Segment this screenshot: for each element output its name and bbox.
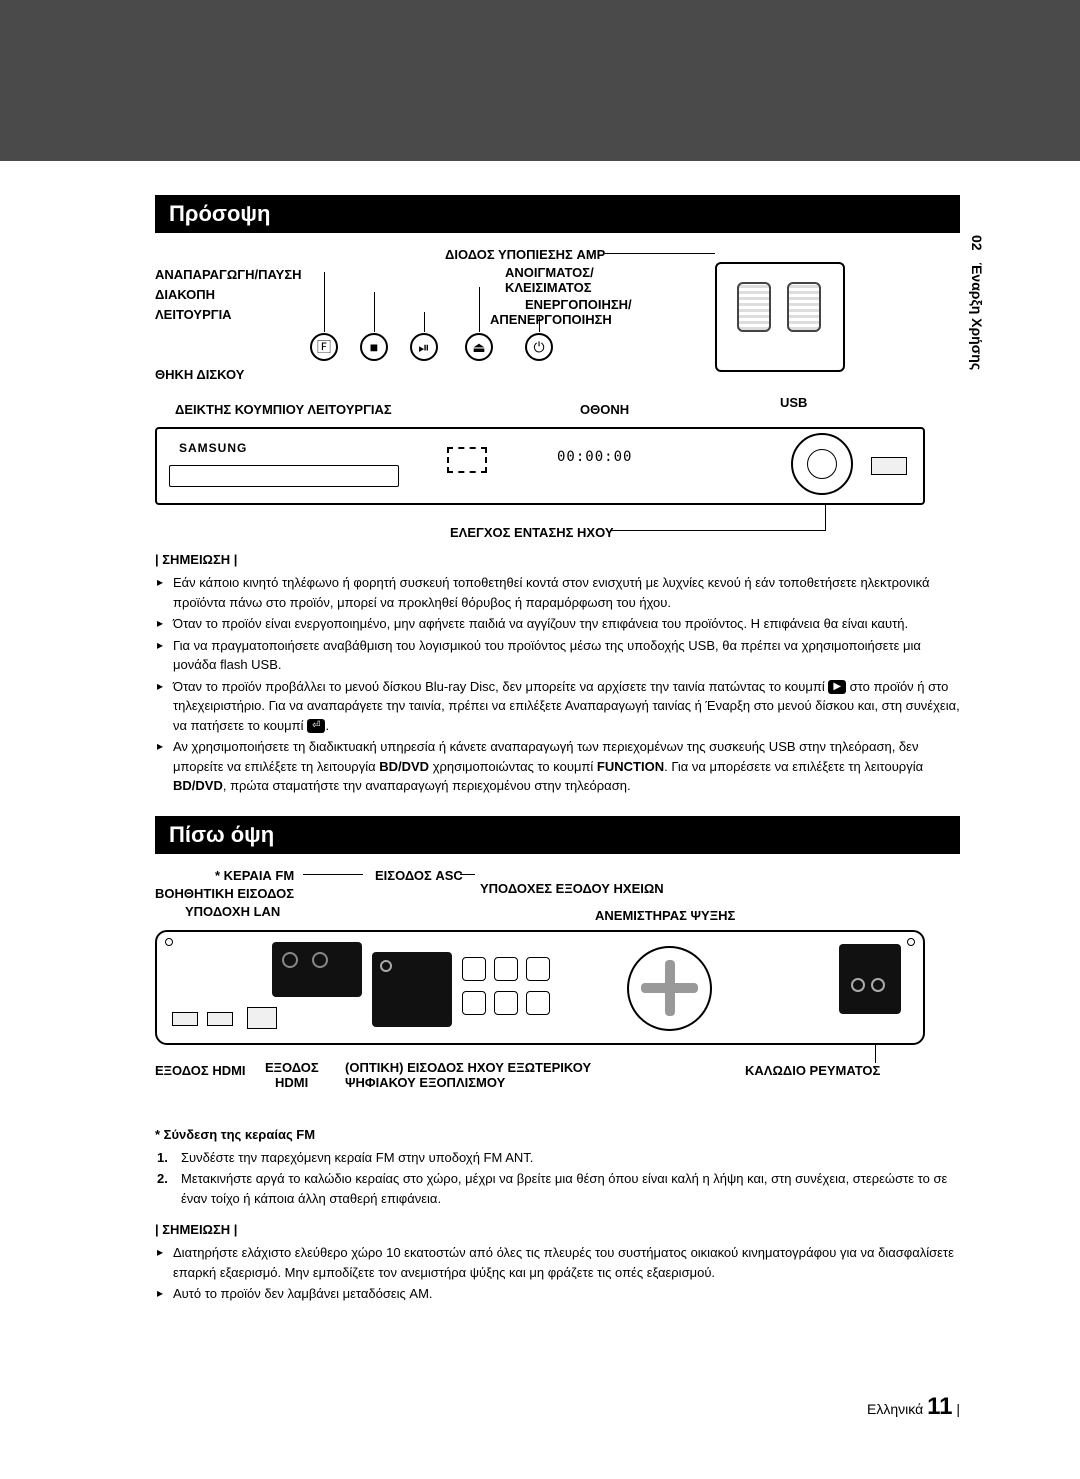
- eject-button-icon: ⏏: [465, 333, 493, 361]
- label-fan: ΑΝΕΜΙΣΤΗΡΑΣ ΨΥΞΗΣ: [595, 908, 735, 924]
- label-function: ΛΕΙΤΟΥΡΓΙΑ: [155, 307, 232, 323]
- lan-port: [247, 1007, 277, 1029]
- lead-line: [610, 530, 825, 531]
- rear-section-header: Πίσω όψη: [155, 816, 960, 854]
- lead-line: [825, 505, 826, 531]
- label-playpause: ΑΝΑΠΑΡΑΓΩΓΗ/ΠΑΥΣΗ: [155, 267, 302, 283]
- disc-tray: [169, 465, 399, 487]
- note-heading: | ΣΗΜΕΙΩΣΗ |: [155, 552, 960, 567]
- label-optical1: (ΟΠΤΙΚΗ) ΕΙΣΟΔΟΣ ΗΧΟΥ ΕΞΩΤΕΡΙΚΟΥ: [345, 1060, 591, 1076]
- power-block: [839, 944, 901, 1014]
- lead-line: [460, 874, 475, 875]
- func-button-icon: 🄵: [310, 333, 338, 361]
- optical-block: [372, 952, 452, 1027]
- label-stop: ΔΙΑΚΟΠΗ: [155, 287, 215, 303]
- lead-line: [424, 312, 425, 332]
- label-amp: ΔΙΟΔΟΣ ΥΠΟΠΙΕΣΗΣ AMP: [445, 247, 605, 263]
- label-hdmiout: ΕΞΟΔΟΣ HDMI: [155, 1063, 246, 1079]
- fm-steps-list: Συνδέστε την παρεχόμενη κεραία FM στην υ…: [155, 1148, 960, 1209]
- note-item: Αν χρησιμοποιήσετε τη διαδικτυακή υπηρεσ…: [155, 737, 960, 796]
- power-button-icon: ⏻: [525, 333, 553, 361]
- play-icon: ▶: [828, 680, 846, 694]
- ord-item: Συνδέστε την παρεχόμενη κεραία FM στην υ…: [155, 1148, 960, 1168]
- label-usb: USB: [780, 395, 807, 411]
- note-item: Διατηρήστε ελάχιστο ελεύθερο χώρο 10 εκα…: [155, 1243, 960, 1282]
- label-volume: ΕΛΕΓΧΟΣ ΕΝΤΑΣΗΣ ΗΧΟΥ: [450, 525, 614, 541]
- label-openclose2: ΚΛΕΙΣΙΜΑΤΟΣ: [505, 280, 592, 296]
- volume-knob: [791, 433, 853, 495]
- label-power1: ΕΝΕΡΓΟΠΟΙΗΣΗ/: [525, 297, 632, 313]
- seg-display: 00:00:00: [557, 449, 632, 465]
- lead-line: [605, 253, 715, 254]
- stop-button-icon: ■: [360, 333, 388, 361]
- footer-bar: |: [956, 1401, 960, 1417]
- front-notes-list: Εάν κάποιο κινητό τηλέφωνο ή φορητή συσκ…: [155, 573, 960, 796]
- label-auxin: ΒΟΗΘΗΤΙΚΗ ΕΙΣΟΔΟΣ: [155, 886, 294, 902]
- playpause-button-icon: ⏯: [410, 333, 438, 361]
- asc-jack: [380, 960, 392, 972]
- aux-jack: [312, 952, 328, 968]
- rear-chassis: [155, 930, 925, 1045]
- front-diagram: ΑΝΑΠΑΡΑΓΩΓΗ/ΠΑΥΣΗ ΔΙΑΚΟΠΗ ΛΕΙΤΟΥΡΓΙΑ ΘΗΚ…: [155, 247, 925, 542]
- knob-inner: [807, 449, 837, 479]
- footer-page: 11: [927, 1393, 952, 1420]
- label-power: ΚΑΛΩΔΙΟ ΡΕΥΜΑΤΟΣ: [745, 1063, 880, 1079]
- label-fm: * ΚΕΡΑΙΑ FM: [215, 868, 294, 884]
- label-lan: ΥΠΟΔΟΧΗ LAN: [185, 904, 280, 920]
- lead-line: [479, 287, 480, 332]
- note-item: Για να πραγματοποιήσετε αναβάθμιση του λ…: [155, 636, 960, 675]
- fm-jack: [282, 952, 298, 968]
- lead-line: [374, 292, 375, 332]
- amp-box: [715, 262, 845, 372]
- label-openclose1: ΑΝΟΙΓΜΑΤΟΣ/: [505, 265, 594, 281]
- label-disctray: ΘΗΚΗ ΔΙΣΚΟΥ: [155, 367, 244, 383]
- lead-line: [539, 317, 540, 332]
- label-asc: ΕΙΣΟΔΟΣ ASC: [375, 868, 463, 884]
- hdmi-in-port: [207, 1012, 233, 1026]
- label-optical2: ΨΗΦΙΑΚΟΥ ΕΞΟΠΛΙΣΜΟΥ: [345, 1075, 505, 1091]
- lead-line: [875, 1045, 876, 1063]
- top-dark-banner: [0, 0, 1080, 165]
- note-item: Όταν το προϊόν προβάλλει το μενού δίσκου…: [155, 677, 960, 736]
- usb-port: [871, 457, 907, 475]
- label-power2: ΑΠΕΝΕΡΓΟΠΟΙΗΣΗ: [490, 312, 612, 328]
- front-section-header: Πρόσοψη: [155, 195, 960, 233]
- note-heading: | ΣΗΜΕΙΩΣΗ |: [155, 1222, 960, 1237]
- enter-icon: ⏎: [307, 719, 325, 733]
- note-item: Αυτό το προϊόν δεν λαμβάνει μεταδόσεις A…: [155, 1284, 960, 1304]
- fan-icon: [627, 946, 712, 1031]
- label-hdmiin1: ΕΞΟΔΟΣ: [265, 1060, 319, 1076]
- rear-diagram: * ΚΕΡΑΙΑ FM ΒΟΗΘΗΤΙΚΗ ΕΙΣΟΔΟΣ ΥΠΟΔΟΧΗ LA…: [155, 868, 925, 1113]
- page-content: Πρόσοψη ΑΝΑΠΑΡΑΓΩΓΗ/ΠΑΥΣΗ ΔΙΑΚΟΠΗ ΛΕΙΤΟΥ…: [0, 165, 1080, 1336]
- samsung-logo: SAMSUNG: [179, 441, 247, 455]
- label-funcbtn: ΔΕΙΚΤΗΣ ΚΟΥΜΠΙΟΥ ΛΕΙΤΟΥΡΓΙΑΣ: [175, 402, 392, 418]
- tube-icon: [737, 282, 771, 332]
- note-item: Όταν το προϊόν είναι ενεργοποιημένο, μην…: [155, 614, 960, 634]
- device-body: SAMSUNG 00:00:00: [155, 427, 925, 505]
- tube-icon: [787, 282, 821, 332]
- label-display: ΟΘΟΝΗ: [580, 402, 629, 418]
- ord-item: Μετακινήστε αργά το καλώδιο κεραίας στο …: [155, 1169, 960, 1208]
- label-speakers: ΥΠΟΔΟΧΕΣ ΕΞΟΔΟΥ ΗΧΕΙΩΝ: [480, 881, 664, 897]
- note-item: Εάν κάποιο κινητό τηλέφωνο ή φορητή συσκ…: [155, 573, 960, 612]
- port-block: [272, 942, 362, 997]
- lead-line: [324, 272, 325, 332]
- rear-notes-list: Διατηρήστε ελάχιστο ελεύθερο χώρο 10 εκα…: [155, 1243, 960, 1304]
- page-footer: Ελληνικά 11 |: [867, 1393, 960, 1421]
- fm-subhead: * Σύνδεση της κεραίας FM: [155, 1127, 960, 1142]
- speaker-terminals: [462, 957, 602, 1022]
- func-indicator: [447, 447, 487, 473]
- lead-line: [303, 874, 363, 875]
- footer-lang: Ελληνικά: [867, 1401, 923, 1417]
- label-hdmiin2: HDMI: [275, 1075, 308, 1091]
- hdmi-out-port: [172, 1012, 198, 1026]
